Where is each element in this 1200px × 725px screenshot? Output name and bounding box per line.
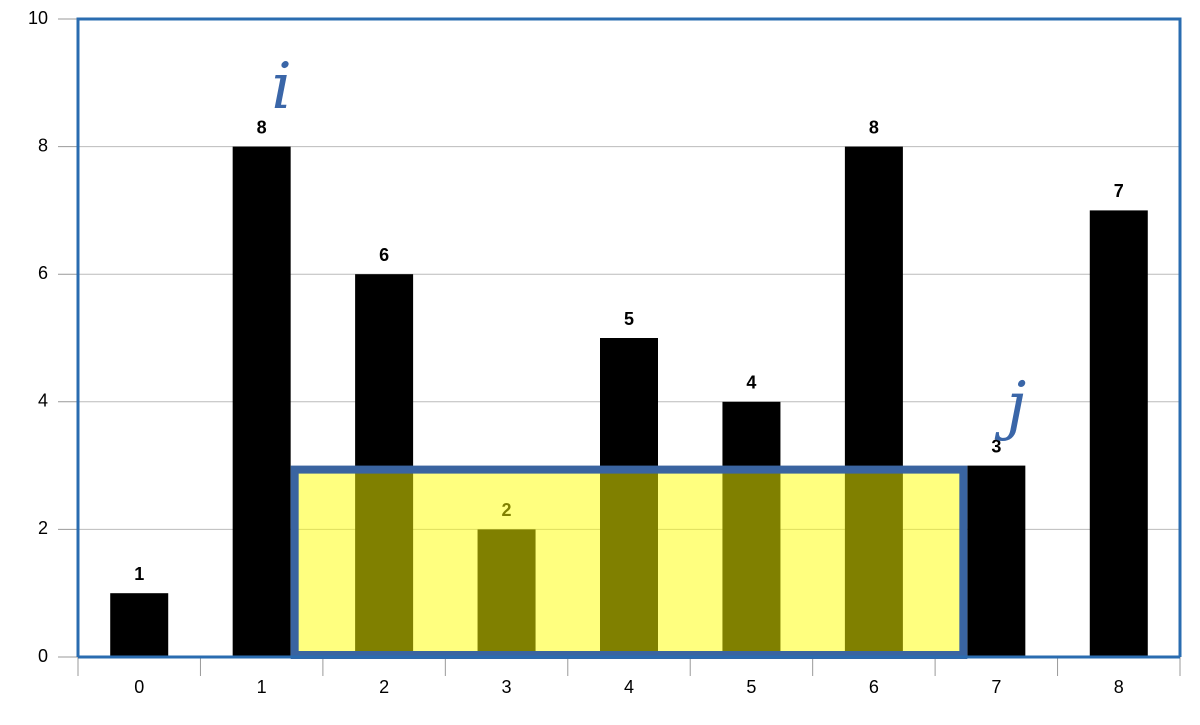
plot-border [76,17,1182,657]
x-tick-label: 6 [869,677,879,697]
value-label: 5 [624,309,634,329]
value-label: 7 [1114,181,1124,201]
y-tick-label: 8 [38,135,48,155]
annotation: i [271,50,291,124]
value-label: 4 [746,373,756,393]
x-tick-label: 1 [257,677,267,697]
bar [110,593,169,657]
x-tick-label: 0 [134,677,144,697]
y-tick-label: 6 [38,263,48,283]
annotation: j [994,369,1026,443]
bar [1089,210,1148,657]
x-tick-label: 5 [746,677,756,697]
x-tick-label: 4 [624,677,634,697]
value-label: 8 [869,117,879,137]
y-tick-label: 4 [38,391,48,411]
water-area [290,465,968,659]
x-tick-label: 7 [991,677,1001,697]
x-tick-label: 2 [379,677,389,697]
value-label: 3 [991,436,1001,456]
value-label: 6 [379,245,389,265]
x-tick-label: 8 [1114,677,1124,697]
x-tick-label: 3 [502,677,512,697]
y-tick-label: 0 [38,646,48,666]
value-label: 8 [257,117,267,137]
bar [232,146,291,657]
y-tick-label: 10 [28,8,48,28]
y-tick-label: 2 [38,518,48,538]
value-label: 1 [134,564,144,584]
bar [967,465,1026,657]
